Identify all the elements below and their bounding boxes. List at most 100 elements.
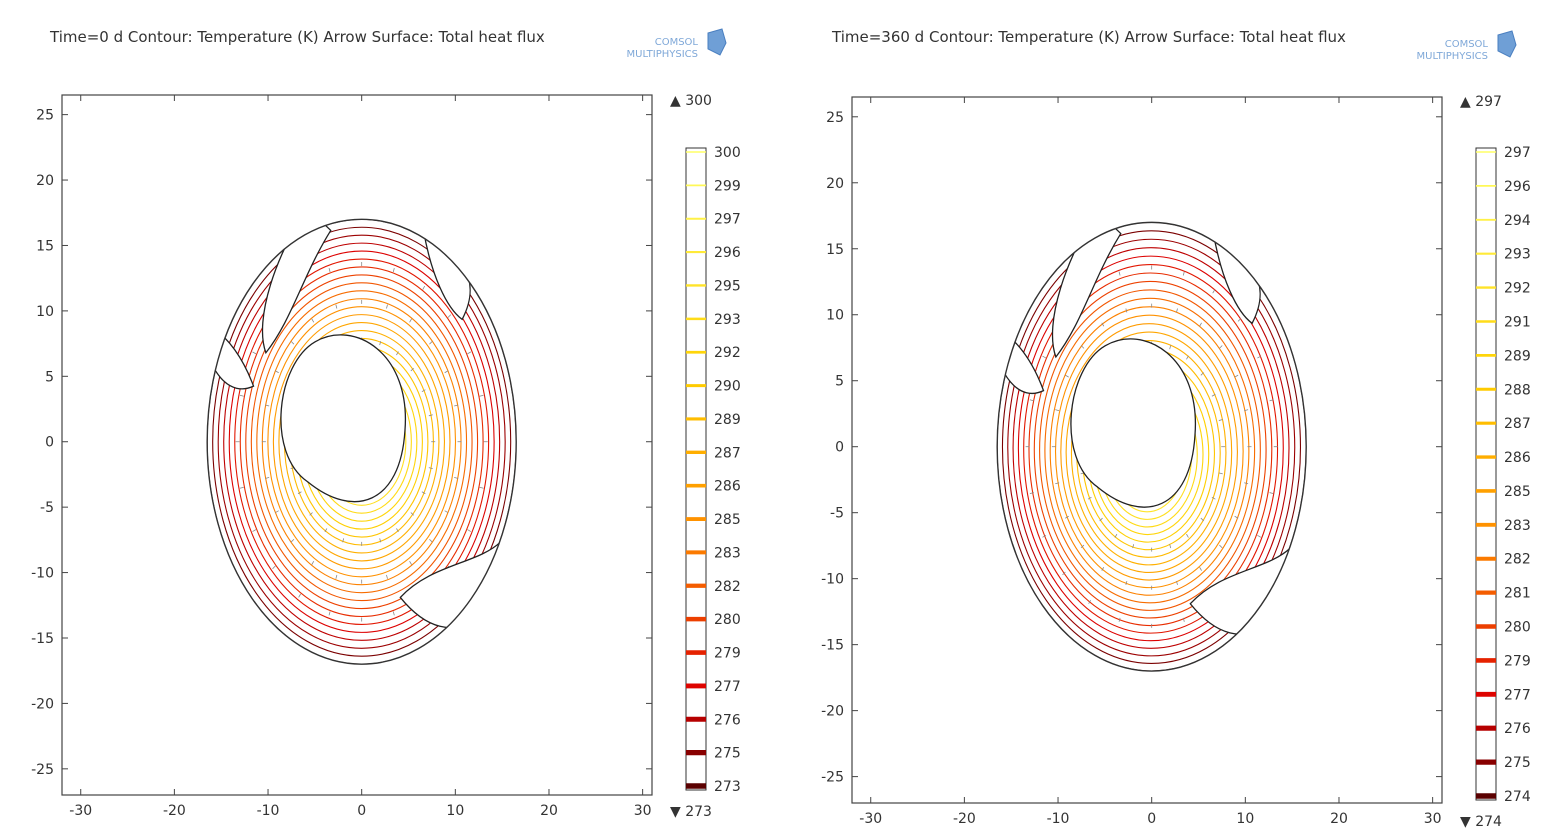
y-tick-label: 5 xyxy=(835,374,844,390)
heat-flux-arrow xyxy=(265,477,270,479)
colorbar-label: 286 xyxy=(714,479,741,495)
colorbar-label: 274 xyxy=(1504,789,1531,805)
contour-line xyxy=(1033,280,1267,619)
y-tick-label: 10 xyxy=(826,308,844,324)
heat-flux-arrow xyxy=(1169,345,1172,350)
x-tick-label: -20 xyxy=(163,803,186,819)
colorbar-label: 287 xyxy=(1504,416,1531,432)
colorbar-label: 287 xyxy=(714,445,741,461)
contour-line xyxy=(217,234,506,649)
colorbar-label: 275 xyxy=(714,746,741,762)
heat-flux-arrow xyxy=(1029,399,1034,402)
heat-flux-arrow xyxy=(1087,496,1092,500)
logo-shield-icon xyxy=(1497,30,1517,58)
y-tick-label: -10 xyxy=(31,566,54,582)
heat-flux-arrow xyxy=(1234,515,1239,519)
colorbar-label: 296 xyxy=(714,245,741,261)
contour-line xyxy=(245,274,479,610)
logo-line-1: COMSOL xyxy=(655,37,699,48)
contour-line xyxy=(1070,339,1227,566)
logo-line-2: MULTIPHYSICS xyxy=(627,49,698,60)
y-tick-label: -20 xyxy=(821,704,844,720)
heat-flux-arrow xyxy=(1257,355,1262,359)
colorbar-min: ▼ 274 xyxy=(1460,814,1502,830)
colorbar-label: 281 xyxy=(1504,586,1531,602)
heat-flux-arrow xyxy=(311,560,315,565)
chart-title: Time=0 d Contour: Temperature (K) Arrow … xyxy=(49,28,545,46)
colorbar-label: 279 xyxy=(714,646,741,662)
heat-flux-arrow xyxy=(392,268,395,273)
colorbar-label: 279 xyxy=(1504,653,1531,669)
heat-flux-arrow xyxy=(1199,322,1202,327)
y-tick-label: 20 xyxy=(826,176,844,192)
colorbar-label: 280 xyxy=(714,612,741,628)
heat-flux-arrow xyxy=(1101,566,1105,571)
heat-flux-arrow xyxy=(1269,492,1274,494)
colorbar-label: 276 xyxy=(1504,721,1531,737)
heat-flux-arrow xyxy=(1244,409,1249,412)
contour-line xyxy=(1028,272,1273,627)
logo-line-1: COMSOL xyxy=(1445,39,1489,50)
heat-flux-arrow xyxy=(1125,308,1128,313)
x-tick-label: 20 xyxy=(1330,811,1348,827)
heat-flux-arrow xyxy=(1101,322,1105,327)
contour-line xyxy=(1017,255,1284,642)
contour-line xyxy=(278,322,446,562)
contour-line xyxy=(267,306,457,578)
contour-line xyxy=(1023,264,1279,634)
y-tick-label: -15 xyxy=(821,638,844,654)
heat-flux-arrow xyxy=(421,491,426,495)
colorbar-label: 273 xyxy=(714,779,741,795)
heat-flux-arrow xyxy=(386,304,388,309)
heat-flux-arrow xyxy=(1125,580,1128,586)
x-tick-label: 30 xyxy=(634,803,652,819)
x-tick-label: -10 xyxy=(1047,811,1070,827)
y-tick-label: -15 xyxy=(31,631,54,647)
colorbar-label: 283 xyxy=(714,545,741,561)
x-tick-label: 20 xyxy=(540,803,558,819)
logo-line-2: MULTIPHYSICS xyxy=(1417,51,1488,62)
heat-flux-arrow xyxy=(1132,544,1135,549)
heat-flux-arrow xyxy=(1186,533,1189,538)
y-tick-label: 0 xyxy=(835,440,844,456)
heat-flux-arrow xyxy=(1186,355,1189,360)
colorbar: 300 299 297 296 295 293 292 290 289 287 286 285 283 2… xyxy=(670,93,741,820)
colorbar-label: 297 xyxy=(1504,145,1531,161)
x-tick-label: 10 xyxy=(1236,811,1254,827)
heat-flux-arrow xyxy=(1176,308,1178,313)
antarctica-landmass xyxy=(1070,338,1196,508)
contour-line xyxy=(1012,247,1290,649)
colorbar-label: 294 xyxy=(1504,213,1531,229)
y-tick-label: 10 xyxy=(36,304,54,320)
contour-line xyxy=(239,266,484,618)
heat-flux-arrow xyxy=(429,538,433,543)
colorbar-max: ▲ 297 xyxy=(1460,94,1502,110)
heat-flux-arrow xyxy=(379,341,382,346)
contour-line xyxy=(1054,314,1244,589)
colorbar-label: 292 xyxy=(714,345,741,361)
colorbar-label: 277 xyxy=(714,679,741,695)
heat-flux-arrow xyxy=(324,528,328,533)
colorbar-label: 282 xyxy=(714,579,741,595)
y-tick-label: 25 xyxy=(826,110,844,126)
heat-flux-arrow xyxy=(447,314,452,318)
landmass-south-america xyxy=(261,219,332,355)
contour-line xyxy=(1065,331,1233,574)
y-tick-label: -25 xyxy=(31,762,54,778)
heat-flux-arrow xyxy=(252,351,257,355)
logo-shield-icon xyxy=(707,28,727,56)
heat-flux-arrow xyxy=(1176,580,1178,586)
heat-flux-arrow xyxy=(1114,533,1118,538)
colorbar-label: 289 xyxy=(714,412,741,428)
contour-line xyxy=(1060,323,1238,581)
heat-flux-arrow xyxy=(410,512,414,516)
contour-line xyxy=(256,290,468,594)
heat-flux-arrow xyxy=(298,593,301,598)
heat-flux-arrow xyxy=(1219,345,1223,349)
heat-flux-arrow xyxy=(454,477,459,479)
colorbar-label: 280 xyxy=(1504,620,1531,636)
y-tick-label: -5 xyxy=(40,500,54,516)
colorbar-label: 290 xyxy=(714,379,741,395)
heat-flux-arrow xyxy=(429,341,433,345)
colorbar-label: 282 xyxy=(1504,552,1531,568)
